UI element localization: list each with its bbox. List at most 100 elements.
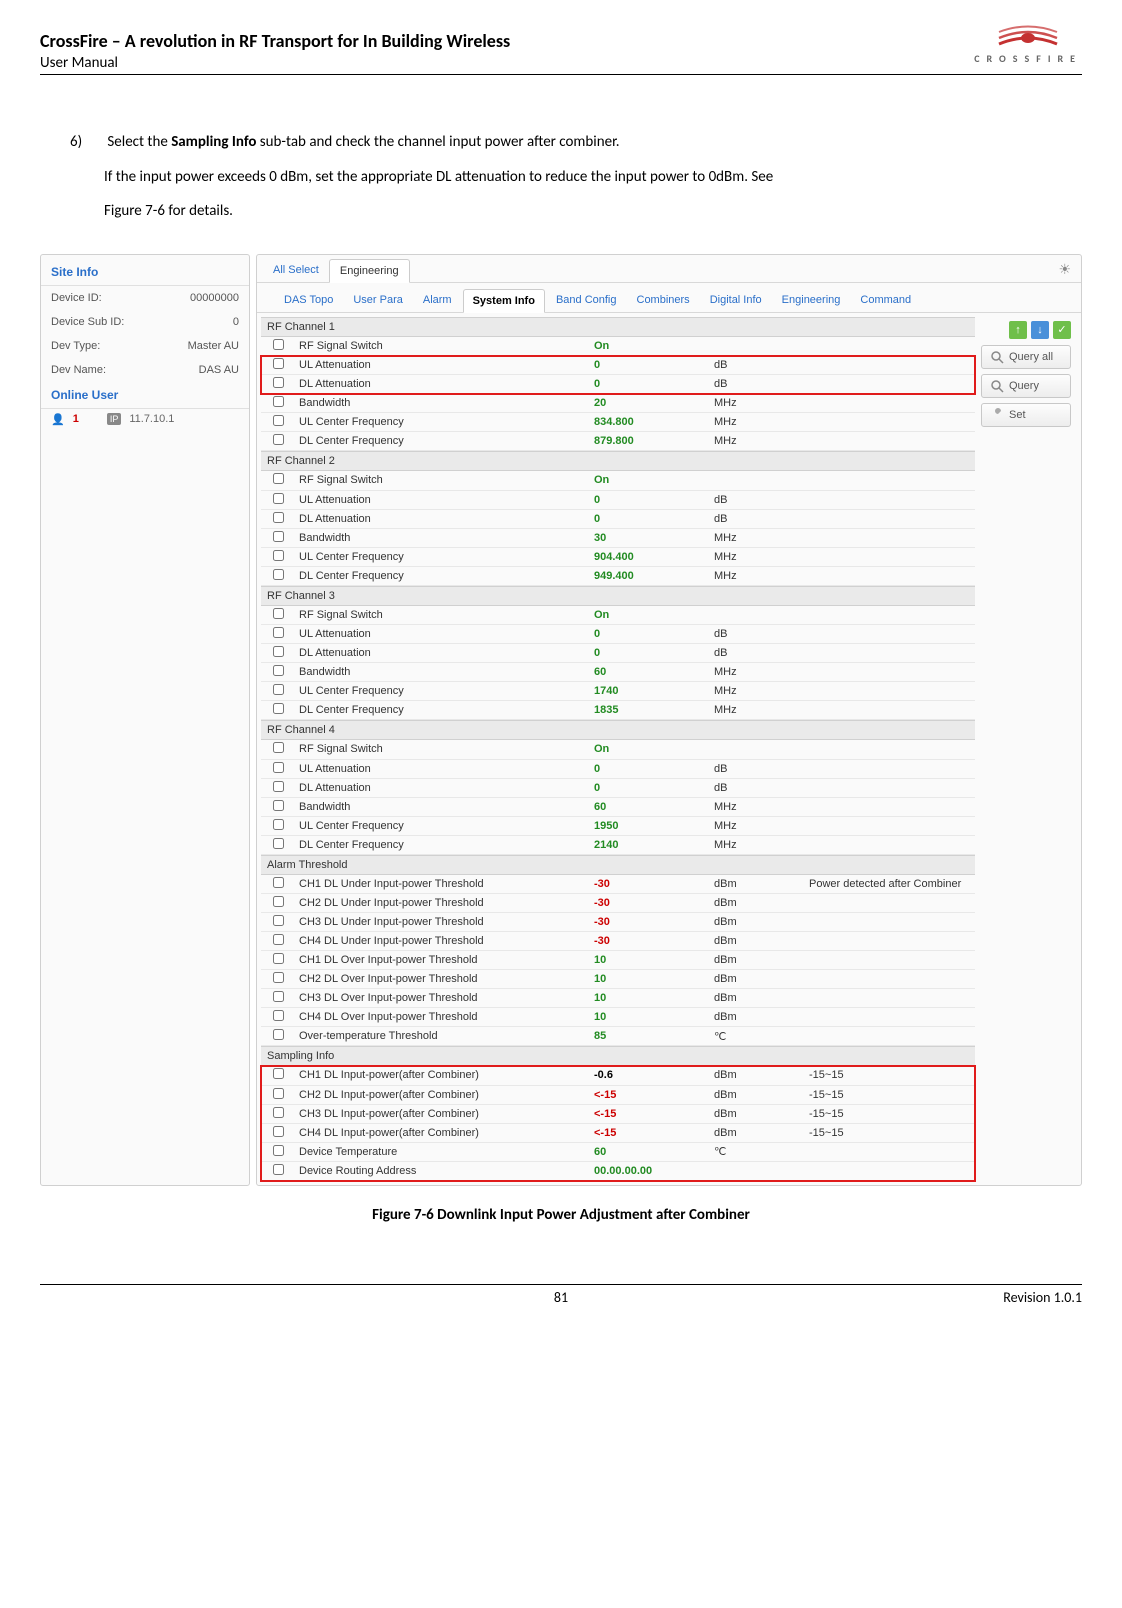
- row-checkbox[interactable]: [273, 1088, 284, 1099]
- query-all-button[interactable]: Query all: [981, 345, 1071, 369]
- sub-tab-system-info[interactable]: System Info: [463, 289, 545, 313]
- row-label: CH4 DL Over Input-power Threshold: [295, 1008, 590, 1027]
- table-row: UL Attenuation0dB: [261, 490, 975, 509]
- row-checkbox[interactable]: [273, 627, 284, 638]
- table-row: RF Signal SwitchOn: [261, 606, 975, 625]
- row-checkbox[interactable]: [273, 1010, 284, 1021]
- row-note: [805, 528, 975, 547]
- row-value: 879.800: [590, 432, 710, 451]
- query-label: Query: [1009, 380, 1039, 392]
- table-row: UL Attenuation0dB: [261, 759, 975, 778]
- row-note: [805, 432, 975, 451]
- sub-tab-user-para[interactable]: User Para: [344, 289, 412, 312]
- row-note: Power detected after Combiner: [805, 875, 975, 894]
- row-value: 1835: [590, 701, 710, 720]
- tab-engineering[interactable]: Engineering: [329, 259, 410, 283]
- page-header: CrossFire – A revolution in RF Transport…: [40, 30, 1082, 75]
- row-checkbox[interactable]: [273, 550, 284, 561]
- row-checkbox[interactable]: [273, 838, 284, 849]
- row-checkbox[interactable]: [273, 684, 284, 695]
- site-info-label: Dev Type:: [51, 340, 100, 352]
- row-checkbox[interactable]: [273, 800, 284, 811]
- row-unit: [710, 1161, 805, 1180]
- line2: If the input power exceeds 0 dBm, set th…: [104, 160, 1082, 195]
- table-row: RF Signal SwitchOn: [261, 337, 975, 356]
- row-unit: [710, 471, 805, 490]
- row-checkbox[interactable]: [273, 953, 284, 964]
- table-row: CH2 DL Over Input-power Threshold10dBm: [261, 970, 975, 989]
- table-row: Bandwidth20MHz: [261, 394, 975, 413]
- row-checkbox[interactable]: [273, 665, 284, 676]
- tab-all-select[interactable]: All Select: [263, 259, 329, 281]
- row-value: 60: [590, 797, 710, 816]
- row-checkbox[interactable]: [273, 991, 284, 1002]
- row-checkbox[interactable]: [273, 646, 284, 657]
- row-checkbox[interactable]: [273, 415, 284, 426]
- row-checkbox[interactable]: [273, 493, 284, 504]
- check-icon[interactable]: ✓: [1053, 321, 1071, 339]
- row-checkbox[interactable]: [273, 1126, 284, 1137]
- site-info-label: Dev Name:: [51, 364, 106, 376]
- row-checkbox[interactable]: [273, 377, 284, 388]
- sub-tab-band-config[interactable]: Band Config: [547, 289, 626, 312]
- row-label: UL Center Frequency: [295, 413, 590, 432]
- row-checkbox[interactable]: [273, 877, 284, 888]
- row-checkbox[interactable]: [273, 703, 284, 714]
- arrow-down-icon[interactable]: ↓: [1031, 321, 1049, 339]
- sub-tab-alarm[interactable]: Alarm: [414, 289, 461, 312]
- row-checkbox[interactable]: [273, 396, 284, 407]
- row-checkbox[interactable]: [273, 819, 284, 830]
- row-checkbox[interactable]: [273, 1145, 284, 1156]
- set-button[interactable]: Set: [981, 403, 1071, 427]
- row-unit: [710, 740, 805, 759]
- row-checkbox[interactable]: [273, 512, 284, 523]
- row-checkbox[interactable]: [273, 742, 284, 753]
- query-button[interactable]: Query: [981, 374, 1071, 398]
- row-checkbox[interactable]: [273, 934, 284, 945]
- group-header: RF Channel 2: [261, 451, 975, 471]
- share-icon[interactable]: ☀: [1058, 261, 1071, 278]
- row-checkbox[interactable]: [273, 781, 284, 792]
- row-unit: dB: [710, 644, 805, 663]
- row-checkbox[interactable]: [273, 434, 284, 445]
- row-checkbox[interactable]: [273, 972, 284, 983]
- step-number: 6): [70, 125, 104, 160]
- row-checkbox[interactable]: [273, 1107, 284, 1118]
- row-checkbox[interactable]: [273, 569, 284, 580]
- row-unit: dBm: [710, 970, 805, 989]
- sub-tab-das-topo[interactable]: DAS Topo: [275, 289, 342, 312]
- sub-tab-command[interactable]: Command: [851, 289, 920, 312]
- row-checkbox[interactable]: [273, 339, 284, 350]
- online-user-row[interactable]: 👤 1 IP 11.7.10.1: [41, 409, 249, 430]
- table-row: UL Attenuation0dB: [261, 625, 975, 644]
- row-unit: MHz: [710, 835, 805, 854]
- table-row: Bandwidth60MHz: [261, 797, 975, 816]
- row-value: 85: [590, 1027, 710, 1046]
- site-info-row: Dev Name:DAS AU: [41, 358, 249, 382]
- top-tabs: All Select Engineering ☀: [257, 255, 1081, 283]
- row-checkbox[interactable]: [273, 1029, 284, 1040]
- row-checkbox[interactable]: [273, 762, 284, 773]
- table-row: CH3 DL Under Input-power Threshold-30dBm: [261, 913, 975, 932]
- site-info-row: Dev Type:Master AU: [41, 334, 249, 358]
- row-unit: dB: [710, 759, 805, 778]
- row-checkbox[interactable]: [273, 896, 284, 907]
- row-unit: dB: [710, 509, 805, 528]
- arrow-up-icon[interactable]: ↑: [1009, 321, 1027, 339]
- site-info-value: 00000000: [190, 292, 239, 304]
- row-checkbox[interactable]: [273, 1164, 284, 1175]
- row-checkbox[interactable]: [273, 608, 284, 619]
- row-checkbox[interactable]: [273, 358, 284, 369]
- sub-tab-engineering[interactable]: Engineering: [773, 289, 850, 312]
- row-note: -15~15: [805, 1085, 975, 1104]
- row-checkbox[interactable]: [273, 531, 284, 542]
- sub-tab-digital-info[interactable]: Digital Info: [701, 289, 771, 312]
- row-label: UL Attenuation: [295, 759, 590, 778]
- sub-tab-combiners[interactable]: Combiners: [628, 289, 699, 312]
- row-value: 834.800: [590, 413, 710, 432]
- row-checkbox[interactable]: [273, 473, 284, 484]
- row-unit: dB: [710, 625, 805, 644]
- row-checkbox[interactable]: [273, 915, 284, 926]
- row-checkbox[interactable]: [273, 1068, 284, 1079]
- row-value: 0: [590, 778, 710, 797]
